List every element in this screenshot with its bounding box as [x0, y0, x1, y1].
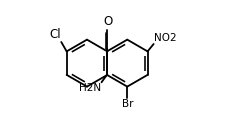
- Text: O: O: [103, 15, 112, 28]
- Text: H2N: H2N: [79, 83, 101, 93]
- Text: NO2: NO2: [154, 33, 177, 43]
- Text: Cl: Cl: [49, 28, 61, 41]
- Text: Br: Br: [122, 99, 133, 109]
